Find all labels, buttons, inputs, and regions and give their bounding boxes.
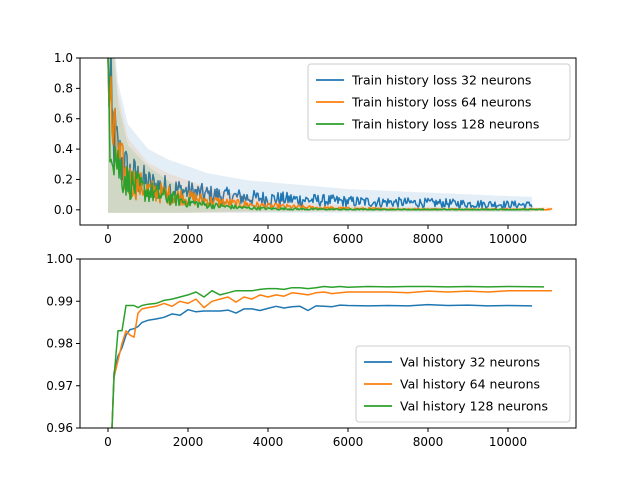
- x-tick-label: 0: [104, 435, 112, 449]
- x-tick-label: 10000: [489, 435, 527, 449]
- y-tick-label: 0.4: [54, 142, 73, 156]
- x-tick-label: 2000: [173, 232, 204, 246]
- plot-area: [107, 58, 553, 213]
- y-tick-label: 0.8: [54, 81, 73, 95]
- x-tick-label: 4000: [253, 435, 284, 449]
- axes-2: 0 2000 4000 6000 8000 10000 0.96 0.97 0.98 0.99 1.…: [46, 252, 577, 449]
- y-tick-label: 1.00: [46, 252, 73, 266]
- x-tick-label: 2000: [173, 435, 204, 449]
- series-1: [111, 303, 533, 428]
- series-2-line: [107, 58, 553, 211]
- legend-label: Train history loss 32 neurons: [351, 73, 531, 88]
- series-2: [111, 289, 552, 428]
- x-tick-label: 4000: [253, 232, 284, 246]
- y-tick-label: 0.2: [54, 172, 73, 186]
- series-3-line: [107, 58, 544, 211]
- legend-label: Val history 128 neurons: [400, 399, 548, 414]
- y-tick-label: 0.99: [46, 294, 73, 308]
- axes-frame: [79, 57, 577, 226]
- series-1-line: [107, 58, 533, 209]
- x-tick-label: 0: [104, 232, 112, 246]
- legend: Train history loss 32 neurons Train histo…: [307, 63, 571, 141]
- y-tick-label: 0.6: [54, 112, 73, 126]
- legend-label: Train history loss 64 neurons: [351, 95, 531, 110]
- y-tick-label: 0.0: [54, 203, 73, 217]
- legend-label: Val history 64 neurons: [400, 377, 540, 392]
- x-tick-label: 8000: [413, 435, 444, 449]
- series-3: [107, 58, 544, 213]
- y-tick-label: 0.96: [46, 421, 73, 435]
- y-tick-label: 0.97: [46, 379, 73, 393]
- legend-label: Val history 32 neurons: [400, 355, 540, 370]
- legend: Val history 32 neurons Val history 64 neu…: [355, 345, 571, 423]
- legend-frame: [307, 63, 571, 141]
- series-2-line: [111, 289, 552, 428]
- legend-frame: [355, 345, 571, 423]
- series-3: [111, 285, 545, 428]
- x-tick-label: 10000: [489, 232, 527, 246]
- legend-label: Train history loss 128 neurons: [351, 117, 539, 132]
- plot-area: [111, 285, 552, 428]
- x-tick-label: 6000: [333, 232, 364, 246]
- y-tick-label: 0.98: [46, 337, 73, 351]
- x-tick-label: 8000: [413, 232, 444, 246]
- series-1-line: [111, 303, 533, 428]
- y-tick-label: 1.0: [54, 51, 73, 65]
- x-tick-label: 6000: [333, 435, 364, 449]
- axes-1: 0 2000 4000 6000 8000 10000 0.0 0.2 0.4 0.6 0.8 1.0…: [54, 51, 577, 246]
- series-3-line: [111, 285, 545, 428]
